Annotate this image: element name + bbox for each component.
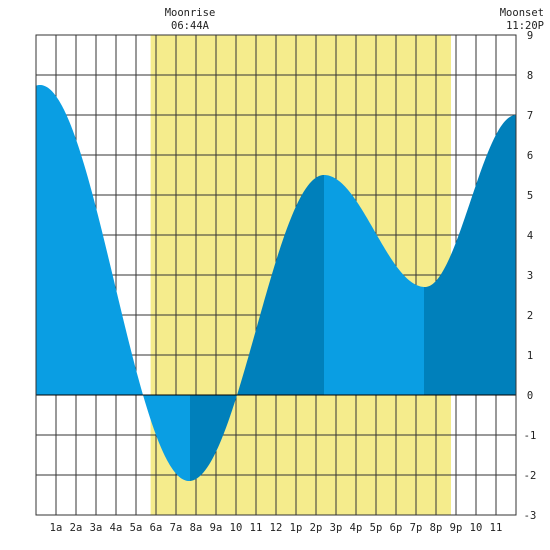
moonrise-time: 06:44A xyxy=(171,20,210,32)
x-tick-label: 11 xyxy=(250,522,263,534)
x-tick-label: 4p xyxy=(350,522,363,534)
x-tick-label: 2a xyxy=(70,522,83,534)
x-tick-label: 6p xyxy=(390,522,403,534)
y-axis-ticks: -3 -2 -1 0 1 2 3 4 5 6 7 8 9 xyxy=(524,30,537,522)
plot-frame xyxy=(35,34,517,516)
x-tick-label: 10 xyxy=(470,522,483,534)
x-tick-label: 3a xyxy=(90,522,103,534)
tide-segment-light xyxy=(324,175,424,395)
tide-segment-dark xyxy=(424,115,516,395)
tide-segment-light xyxy=(36,85,190,481)
x-tick-label: 9p xyxy=(450,522,463,534)
x-tick-label: 6a xyxy=(150,522,163,534)
x-tick-label: 9a xyxy=(210,522,223,534)
x-tick-label: 5p xyxy=(370,522,383,534)
x-tick-label: 12 xyxy=(270,522,283,534)
x-tick-label: 1p xyxy=(290,522,303,534)
x-tick-label: 7p xyxy=(410,522,423,534)
y-tick-label: -3 xyxy=(524,510,537,522)
x-tick-label: 4a xyxy=(110,522,123,534)
y-tick-label: 6 xyxy=(527,150,533,162)
x-tick-label: 3p xyxy=(330,522,343,534)
x-tick-label: 7a xyxy=(170,522,183,534)
x-tick-label: 5a xyxy=(130,522,143,534)
y-tick-label: 7 xyxy=(527,110,533,122)
moonset-title: Moonset xyxy=(500,7,544,19)
y-tick-label: 5 xyxy=(527,190,533,202)
y-tick-label: -2 xyxy=(524,470,537,482)
y-tick-label: -1 xyxy=(524,430,537,442)
y-tick-label: 1 xyxy=(527,350,533,362)
tide-area xyxy=(36,85,516,481)
x-tick-label: 11 xyxy=(490,522,503,534)
tide-segment-dark xyxy=(190,175,324,481)
y-tick-label: 8 xyxy=(527,70,533,82)
x-tick-label: 8a xyxy=(190,522,203,534)
x-tick-label: 2p xyxy=(310,522,323,534)
x-tick-label: 8p xyxy=(430,522,443,534)
x-tick-label: 1a xyxy=(50,522,63,534)
y-tick-label: 9 xyxy=(527,30,533,42)
y-tick-label: 4 xyxy=(527,230,533,242)
moonrise-title: Moonrise xyxy=(165,7,216,19)
y-tick-label: 0 xyxy=(527,390,533,402)
y-tick-label: 3 xyxy=(527,270,533,282)
y-tick-label: 2 xyxy=(527,310,533,322)
x-tick-label: 10 xyxy=(230,522,243,534)
x-axis-ticks: 1a 2a 3a 4a 5a 6a 7a 8a 9a 10 11 12 1p 2p 3p 4p 5p 6p 7p 8p… xyxy=(50,522,503,534)
moonset-time: 11:20P xyxy=(506,20,544,32)
